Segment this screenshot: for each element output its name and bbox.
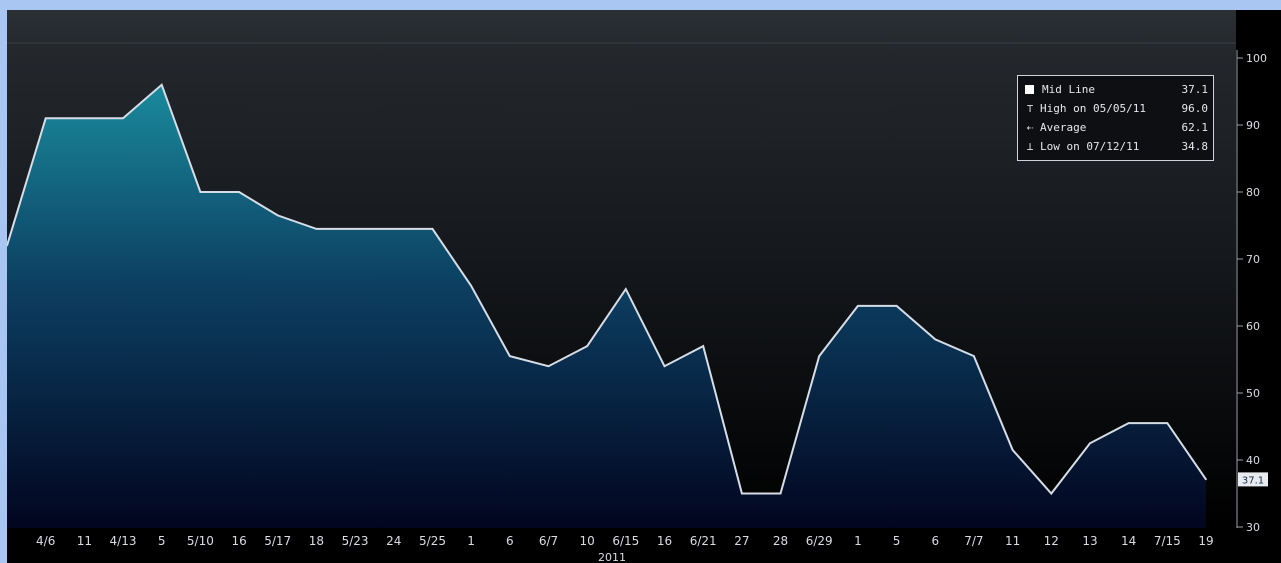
y-tick-label: 100 <box>1246 52 1267 65</box>
x-tick-label: 7/7 <box>964 534 983 548</box>
last-value-box <box>1238 472 1268 487</box>
x-tick-label: 27 <box>734 534 749 548</box>
y-tick-label: 40 <box>1246 454 1260 467</box>
data-point <box>122 117 124 120</box>
data-point <box>702 345 704 347</box>
data-point <box>818 355 820 357</box>
data-point <box>276 214 279 217</box>
legend-box-icon <box>1025 85 1034 94</box>
data-point <box>895 305 898 307</box>
data-point <box>1011 449 1014 451</box>
data-point <box>663 365 666 368</box>
data-point <box>857 305 859 307</box>
y-tick-label: 30 <box>1246 521 1260 534</box>
area-layer <box>7 83 1207 529</box>
data-point <box>741 492 743 495</box>
x-tick-label: 1 <box>854 534 862 548</box>
legend-row-mid-line: Mid Line 37.1 <box>1023 80 1208 99</box>
x-tick-label: 19 <box>1198 534 1213 548</box>
x-tick-label: 6/21 <box>690 534 717 548</box>
legend-label: High on 05/05/11 <box>1040 102 1146 115</box>
x-tick-label: 5 <box>158 534 166 548</box>
chart-frame: 4/6 11 4/13 5 5/10 16 5/17 18 5/23 24 5/25 1 6 6/7 10 6… <box>7 10 1281 563</box>
x-tick-label: 5/23 <box>342 534 369 548</box>
legend-label: Mid Line <box>1042 83 1095 96</box>
y-tick-label: 80 <box>1246 186 1260 199</box>
data-point <box>1166 422 1169 424</box>
chart-legend: Mid Line 37.1 ⊤ High on 05/05/11 96.0 ⇠ Av… <box>1017 75 1214 161</box>
x-tick-label: 1 <box>467 534 475 548</box>
data-point <box>1089 442 1091 445</box>
x-tick-label: 4/13 <box>110 534 137 548</box>
x-tick-label: 10 <box>580 534 595 548</box>
data-point <box>779 492 782 495</box>
y-tick-label: 60 <box>1246 320 1260 333</box>
data-point <box>586 345 588 347</box>
x-tick-label: 18 <box>309 534 324 548</box>
data-point <box>973 355 975 357</box>
legend-row-low: ⊥ Low on 07/12/11 34.8 <box>1023 137 1208 156</box>
x-tick-label: 7/15 <box>1154 534 1181 548</box>
legend-value: 62.1 <box>1181 121 1209 134</box>
average-marker-icon: ⇠ <box>1026 121 1034 134</box>
data-point <box>625 288 627 290</box>
data-point <box>509 355 511 357</box>
last-value-label: 37.1 <box>1242 475 1264 486</box>
x-tick-label: 13 <box>1082 534 1097 548</box>
y-tick-label: 70 <box>1246 253 1260 266</box>
x-tick-label: 6/29 <box>806 534 833 548</box>
data-point <box>393 228 395 230</box>
data-point <box>44 117 47 120</box>
x-tick-label: 6 <box>931 534 939 548</box>
x-tick-label: 6/15 <box>612 534 639 548</box>
data-point <box>547 365 550 368</box>
data-point <box>315 228 318 230</box>
data-point <box>7 244 8 247</box>
x-tick-label: 5 <box>893 534 901 548</box>
x-axis: 4/6 11 4/13 5 5/10 16 5/17 18 5/23 24 5/25 1 6 6/7 10 6… <box>36 534 1214 548</box>
data-point <box>1050 492 1053 495</box>
x-tick-label: 28 <box>773 534 788 548</box>
y-tick-label: 50 <box>1246 387 1260 400</box>
y-axis: 30 40 50 60 70 80 90 100 37.1 <box>1236 50 1268 534</box>
x-tick-label: 5/17 <box>264 534 291 548</box>
data-point <box>431 228 434 230</box>
legend-value: 37.1 <box>1181 83 1209 96</box>
data-point <box>199 191 202 193</box>
data-point <box>354 228 356 230</box>
legend-row-high: ⊤ High on 05/05/11 96.0 <box>1023 99 1208 118</box>
x-tick-label: 14 <box>1121 534 1136 548</box>
x-tick-label: 12 <box>1044 534 1059 548</box>
data-point <box>160 84 163 86</box>
data-point <box>83 117 86 120</box>
x-tick-label: 11 <box>77 534 92 548</box>
x-tick-label: 24 <box>386 534 401 548</box>
series-line <box>7 83 1207 496</box>
x-tick-label: 6/7 <box>539 534 558 548</box>
data-point <box>934 338 937 341</box>
y-tick-label: 90 <box>1246 119 1260 132</box>
x-tick-label: 6 <box>506 534 514 548</box>
legend-value: 34.8 <box>1181 140 1209 153</box>
x-axis-title: 2011 <box>598 551 626 563</box>
x-tick-label: 11 <box>1005 534 1020 548</box>
legend-label: Average <box>1040 121 1087 134</box>
x-tick-label: 5/25 <box>419 534 446 548</box>
data-point <box>470 285 472 287</box>
data-point <box>238 191 240 193</box>
x-tick-label: 5/10 <box>187 534 214 548</box>
low-marker-icon: ⊥ <box>1026 140 1034 153</box>
data-point <box>1205 478 1207 481</box>
legend-label: Low on 07/12/11 <box>1040 140 1140 153</box>
legend-value: 96.0 <box>1181 102 1209 115</box>
x-tick-label: 16 <box>231 534 246 548</box>
area-fill <box>7 84 1206 529</box>
legend-row-average: ⇠ Average 62.1 <box>1023 118 1208 137</box>
x-tick-label: 16 <box>657 534 672 548</box>
high-marker-icon: ⊤ <box>1026 102 1034 115</box>
data-point <box>1127 422 1130 424</box>
x-tick-label: 4/6 <box>36 534 55 548</box>
